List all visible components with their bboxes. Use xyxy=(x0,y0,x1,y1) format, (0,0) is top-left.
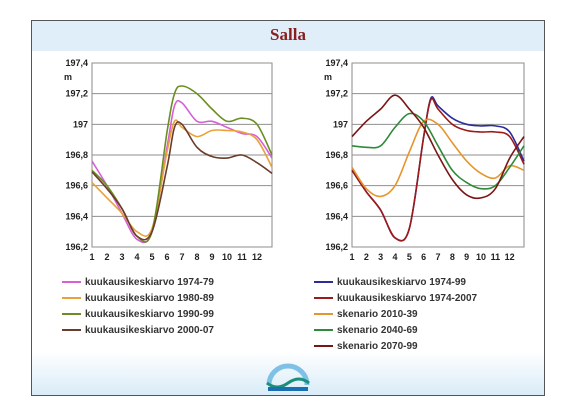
x-tick-label: 8 xyxy=(194,252,199,262)
y-tick-label: 196,8 xyxy=(65,150,88,160)
legend-historical: kuukausikeskiarvo 1974-79 kuukausikeskiar… xyxy=(62,275,214,339)
y-tick-label: 196,6 xyxy=(65,181,88,191)
legend-label: skenario 2010-39 xyxy=(337,309,418,320)
y-tick-label: 196,2 xyxy=(325,242,348,252)
legend-label: kuukausikeskiarvo 1974-79 xyxy=(85,277,214,288)
x-tick-label: 3 xyxy=(378,252,383,262)
legend-swatch xyxy=(314,345,333,348)
x-tick-label: 5 xyxy=(149,252,154,262)
legend-item: kuukausikeskiarvo 1974-79 xyxy=(62,275,214,291)
x-tick-label: 2 xyxy=(104,252,109,262)
legend-item: skenario 2040-69 xyxy=(314,323,477,339)
x-tick-label: 6 xyxy=(421,252,426,262)
y-tick-label: 197,2 xyxy=(65,89,88,99)
x-tick-label: 12 xyxy=(505,252,515,262)
x-tick-label: 7 xyxy=(435,252,440,262)
legend-swatch xyxy=(62,329,81,332)
legend-swatch xyxy=(314,281,333,284)
legend-swatch xyxy=(314,329,333,332)
y-tick-label: 196,2 xyxy=(65,242,88,252)
y-tick-label: 196,8 xyxy=(325,150,348,160)
x-tick-label: 3 xyxy=(119,252,124,262)
wave-logo-icon xyxy=(266,363,310,391)
x-tick-label: 6 xyxy=(164,252,169,262)
y-tick-label: 197,4 xyxy=(65,58,88,68)
x-tick-label: 11 xyxy=(237,252,247,262)
x-tick-label: 9 xyxy=(464,252,469,262)
x-tick-label: 2 xyxy=(364,252,369,262)
y-tick-label: 196,4 xyxy=(65,211,88,221)
series-line xyxy=(351,94,525,200)
legend-swatch xyxy=(62,313,81,316)
x-tick-label: 8 xyxy=(450,252,455,262)
y-tick-label: 197,2 xyxy=(325,89,348,99)
x-tick-label: 5 xyxy=(407,252,412,262)
slide-title: Salla xyxy=(270,25,306,44)
y-axis-label: m xyxy=(64,72,72,82)
slide: Salla 197,4 197,2 197 196,8 196,6 196,4 196,2 m… xyxy=(31,20,545,396)
x-tick-label: 9 xyxy=(209,252,214,262)
legend-scenarios: kuukausikeskiarvo 1974-99 kuukausikeskiar… xyxy=(314,275,477,355)
legend-item: skenario 2010-39 xyxy=(314,307,477,323)
legend-item: kuukausikeskiarvo 1974-2007 xyxy=(314,291,477,307)
x-tick-label: 1 xyxy=(349,252,354,262)
legend-label: skenario 2070-99 xyxy=(337,341,418,352)
title-band: Salla xyxy=(32,21,544,51)
legend-swatch xyxy=(62,281,81,284)
legend-label: kuukausikeskiarvo 1990-99 xyxy=(85,309,214,320)
y-tick-label: 196,6 xyxy=(325,181,348,191)
series-line xyxy=(351,97,525,242)
x-tick-label: 12 xyxy=(252,252,262,262)
y-tick-label: 197,4 xyxy=(325,58,348,68)
legend-item: skenario 2070-99 xyxy=(314,339,477,355)
legend-swatch xyxy=(62,297,81,300)
x-tick-label: 10 xyxy=(476,252,486,262)
legend-label: kuukausikeskiarvo 1980-89 xyxy=(85,293,214,304)
legend-item: kuukausikeskiarvo 2000-07 xyxy=(62,323,214,339)
legend-label: kuukausikeskiarvo 1974-99 xyxy=(337,277,466,288)
x-tick-label: 4 xyxy=(134,252,139,262)
legend-label: kuukausikeskiarvo 2000-07 xyxy=(85,325,214,336)
x-tick-label: 10 xyxy=(222,252,232,262)
legend-label: kuukausikeskiarvo 1974-2007 xyxy=(337,293,478,304)
legend-item: kuukausikeskiarvo 1980-89 xyxy=(62,291,214,307)
x-tick-label: 11 xyxy=(491,252,501,262)
y-axis-label: m xyxy=(324,72,332,82)
legend-item: kuukausikeskiarvo 1990-99 xyxy=(62,307,214,323)
x-tick-label: 7 xyxy=(179,252,184,262)
y-tick-label: 197 xyxy=(333,119,348,129)
x-tick-label: 1 xyxy=(89,252,94,262)
legend-swatch xyxy=(314,313,333,316)
legend-item: kuukausikeskiarvo 1974-99 xyxy=(314,275,477,291)
y-tick-label: 197 xyxy=(73,119,88,129)
x-tick-label: 4 xyxy=(392,252,397,262)
legend-label: skenario 2040-69 xyxy=(337,325,418,336)
y-tick-label: 196,4 xyxy=(325,211,348,221)
series-line xyxy=(351,112,525,190)
legend-swatch xyxy=(314,297,333,300)
series-line xyxy=(91,121,273,241)
series-line xyxy=(351,118,525,198)
